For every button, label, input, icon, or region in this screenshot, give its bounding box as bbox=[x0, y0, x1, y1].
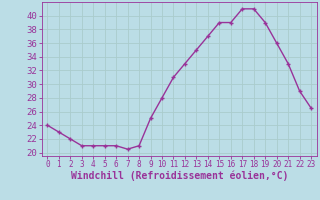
X-axis label: Windchill (Refroidissement éolien,°C): Windchill (Refroidissement éolien,°C) bbox=[70, 171, 288, 181]
